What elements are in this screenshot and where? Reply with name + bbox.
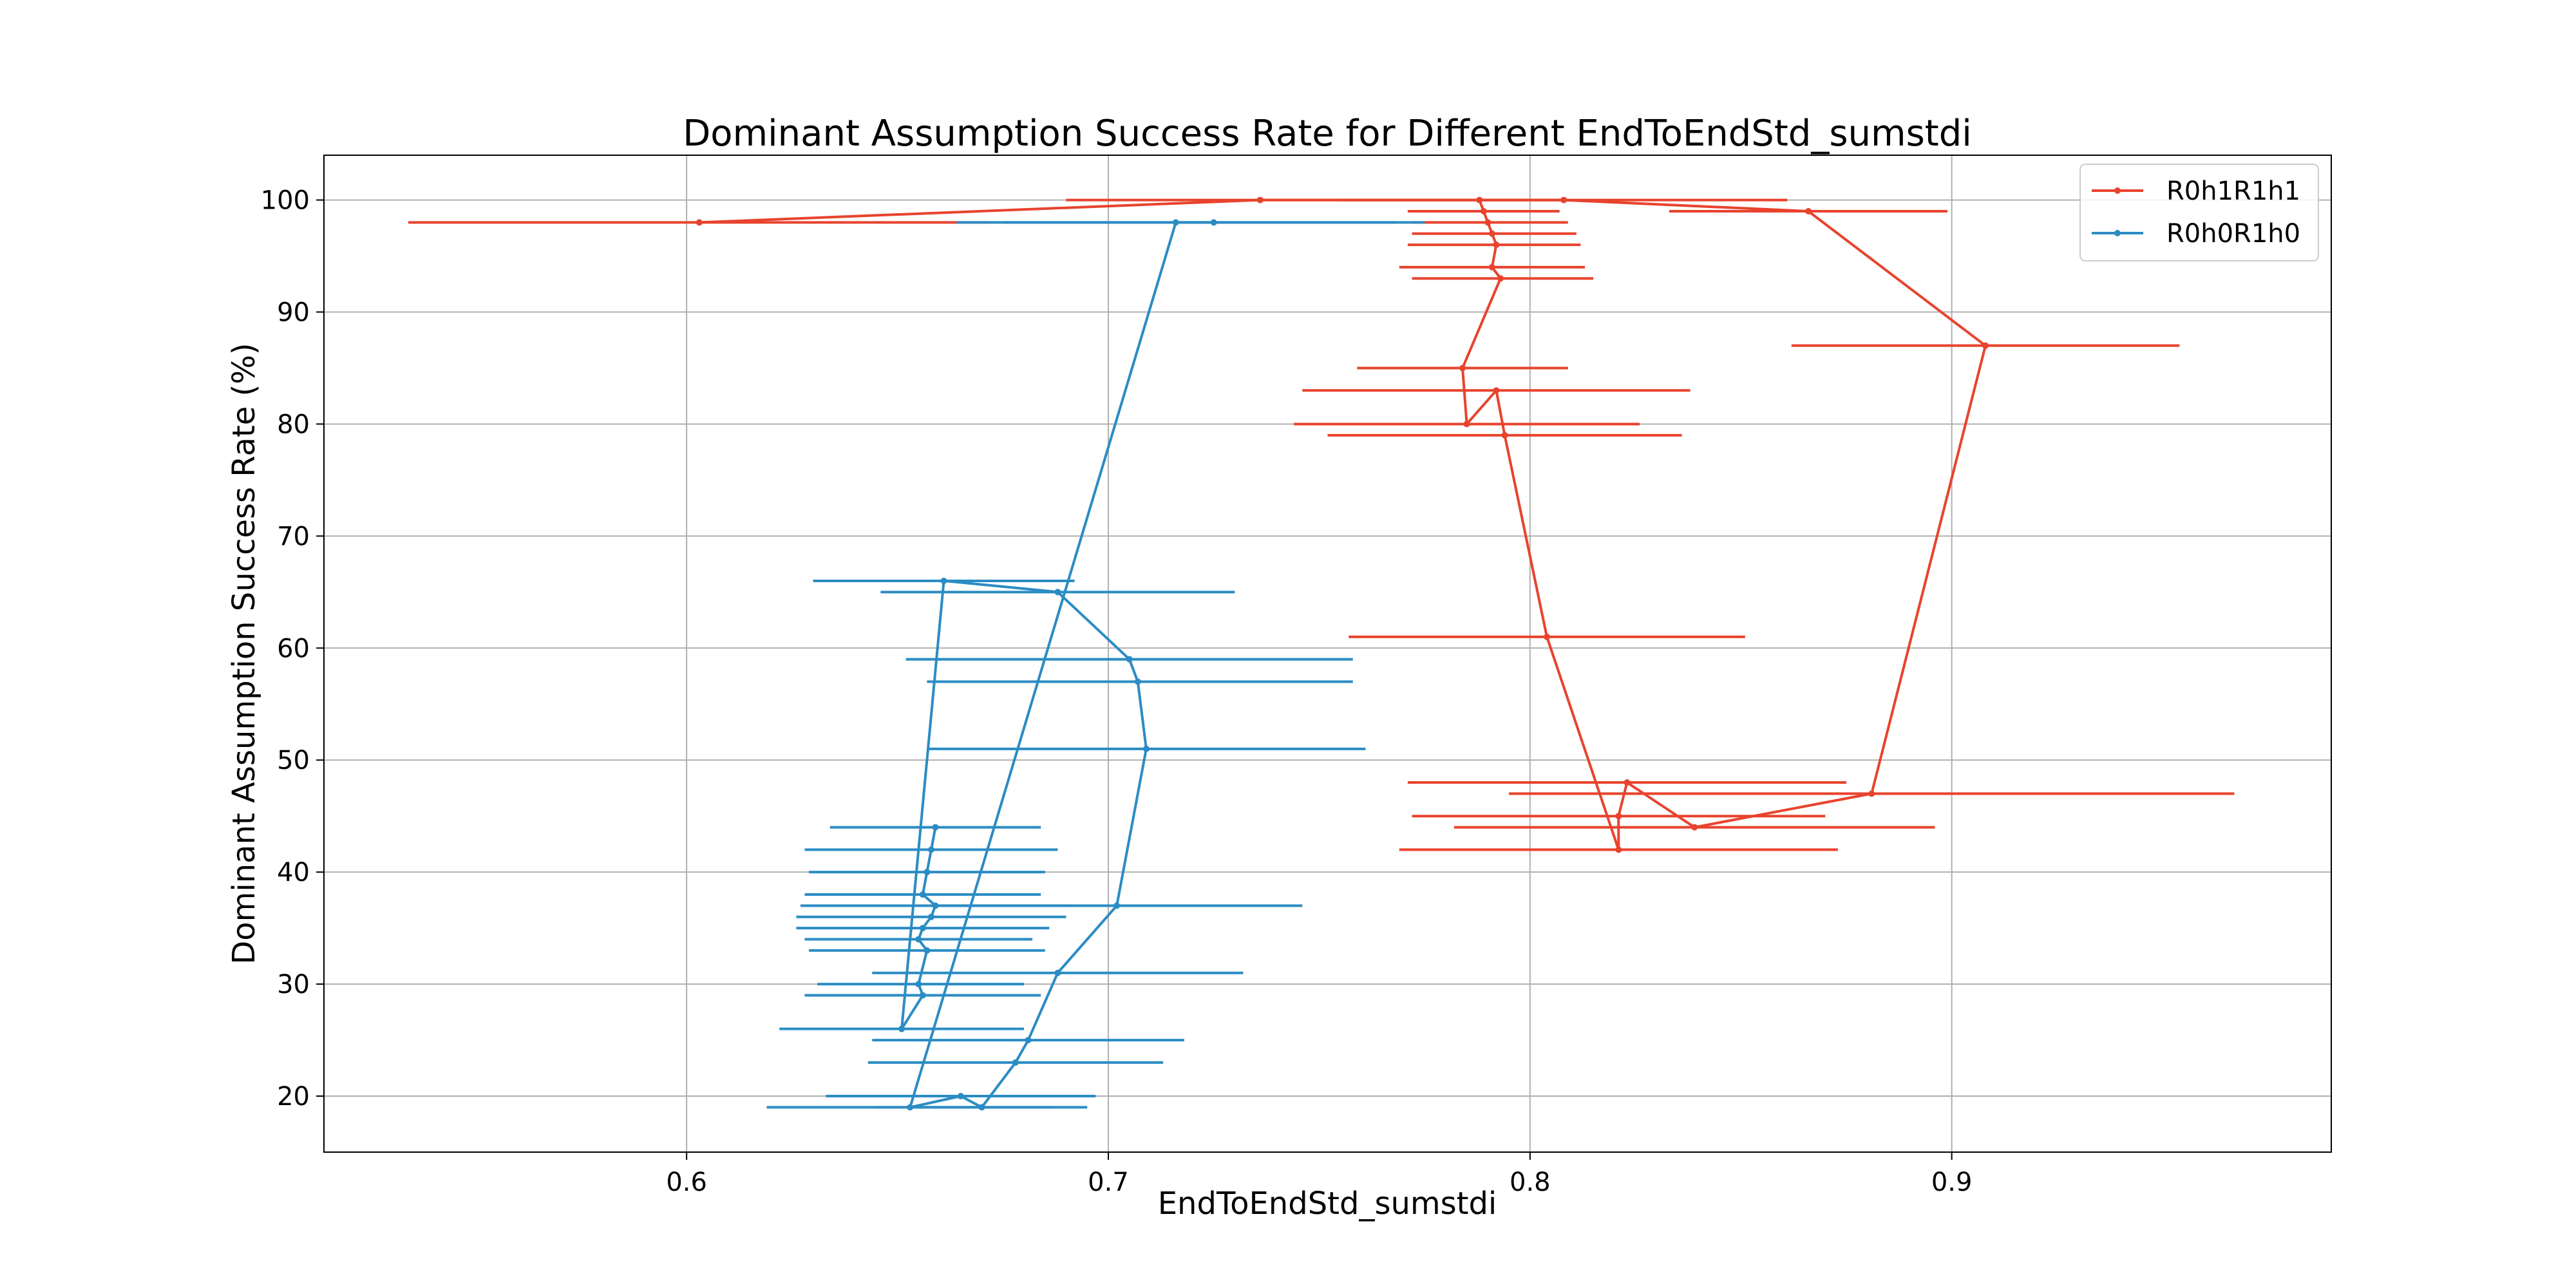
data-point xyxy=(1172,219,1179,226)
data-point xyxy=(1210,219,1217,226)
legend-label-series-1: R0h0R1h0 xyxy=(2166,219,2300,249)
data-point xyxy=(1459,365,1466,372)
data-point xyxy=(957,1093,964,1100)
plot-series xyxy=(408,196,2235,1111)
legend-marker-series-0 xyxy=(2114,187,2121,194)
data-point xyxy=(978,1104,985,1111)
series-1 xyxy=(766,219,1425,1111)
data-point xyxy=(1484,219,1492,226)
data-point xyxy=(1054,589,1061,596)
data-point xyxy=(1691,824,1698,831)
data-point xyxy=(1982,342,1989,349)
axis-ticks: 0.6 0.7 0.8 0.9 20 30 40 50 60 70 80 90 100 xyxy=(261,186,1973,1197)
data-point xyxy=(915,936,922,943)
data-point xyxy=(919,992,926,999)
y-tick-label: 60 xyxy=(277,634,310,663)
y-tick-label: 80 xyxy=(277,410,310,439)
data-point xyxy=(1544,633,1551,640)
data-point xyxy=(1142,745,1150,752)
data-point xyxy=(1497,275,1504,282)
legend-label-series-0: R0h1R1h1 xyxy=(2166,176,2300,206)
data-point xyxy=(919,891,926,898)
y-tick-label: 70 xyxy=(277,522,310,551)
data-point xyxy=(1480,207,1487,214)
data-point xyxy=(915,981,922,988)
y-tick-label: 40 xyxy=(277,858,310,887)
data-point xyxy=(1476,196,1483,204)
data-point xyxy=(907,1104,914,1111)
data-point xyxy=(1493,242,1500,249)
data-point xyxy=(898,1025,905,1032)
data-point xyxy=(1113,902,1121,909)
legend-box xyxy=(2079,164,2319,261)
x-tick-label: 0.9 xyxy=(1931,1168,1973,1197)
data-point xyxy=(1488,263,1495,270)
data-point xyxy=(1025,1037,1032,1044)
data-point xyxy=(1868,790,1875,797)
data-point xyxy=(927,913,934,920)
x-axis-label: EndToEndStd_sumstdi xyxy=(1158,1186,1497,1222)
data-point xyxy=(1012,1059,1019,1066)
data-point xyxy=(1126,656,1133,663)
data-point xyxy=(1560,196,1567,204)
x-tick-label: 0.6 xyxy=(666,1168,707,1197)
data-point xyxy=(919,925,926,932)
y-axis-label: Dominant Assumption Success Rate (%) xyxy=(226,343,262,964)
data-point xyxy=(1463,421,1470,428)
data-point xyxy=(1615,846,1622,853)
data-point xyxy=(923,947,931,954)
data-point xyxy=(696,219,703,226)
series-line xyxy=(699,198,1987,851)
data-point xyxy=(927,846,934,853)
legend-marker-series-1 xyxy=(2114,230,2121,236)
data-point xyxy=(1134,678,1141,685)
data-point xyxy=(1615,813,1622,820)
y-tick-label: 20 xyxy=(277,1082,310,1112)
x-tick-label: 0.7 xyxy=(1088,1168,1129,1197)
series-0 xyxy=(408,196,2235,853)
data-point xyxy=(1805,207,1812,214)
data-point xyxy=(932,824,939,831)
y-tick-label: 30 xyxy=(277,970,310,999)
data-point xyxy=(932,902,939,909)
data-point xyxy=(1488,230,1495,237)
plot-frame xyxy=(323,155,2332,1153)
data-point xyxy=(1054,969,1061,976)
y-tick-label: 50 xyxy=(277,746,310,775)
x-tick-label: 0.8 xyxy=(1510,1168,1551,1197)
data-point xyxy=(923,869,931,876)
y-tick-label: 100 xyxy=(261,186,310,216)
data-point xyxy=(1624,779,1631,786)
data-point xyxy=(940,577,947,584)
data-point xyxy=(1501,431,1508,439)
legend: R0h1R1h1 R0h0R1h0 xyxy=(2079,164,2319,261)
data-point xyxy=(1493,387,1500,394)
data-point xyxy=(1256,196,1264,204)
chart-title: Dominant Assumption Success Rate for Dif… xyxy=(683,113,1972,155)
y-tick-label: 90 xyxy=(277,298,310,328)
